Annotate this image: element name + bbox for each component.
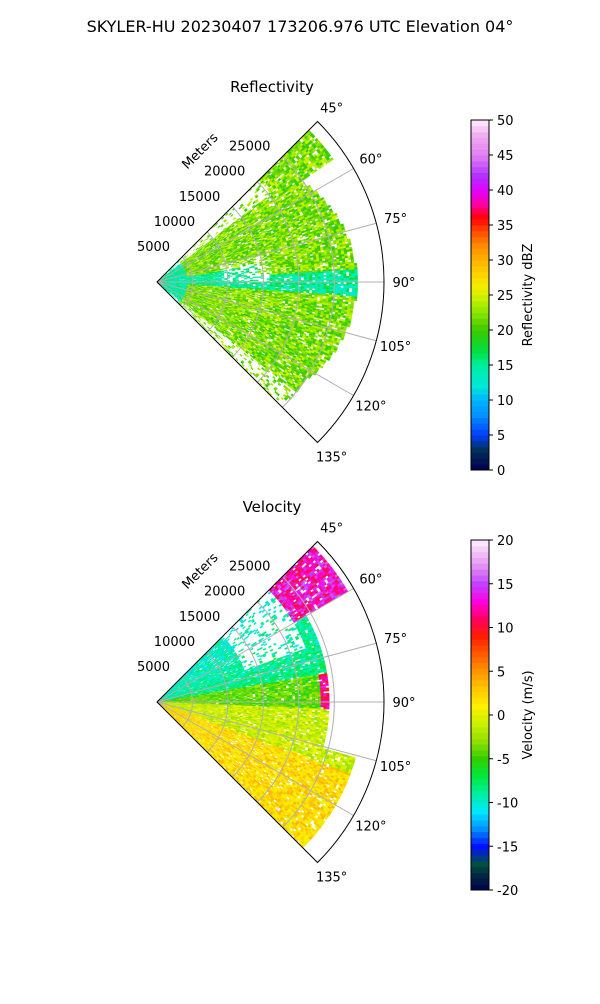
velocity-azimuth-tick-label: 90° bbox=[392, 696, 415, 711]
reflectivity-azimuth-tick-label: 45° bbox=[320, 101, 343, 116]
reflectivity-azimuth-line bbox=[156, 222, 377, 283]
reflectivity-colorbar-tick-label: 0 bbox=[497, 464, 505, 479]
reflectivity-colorbar-tick-label: 15 bbox=[497, 359, 514, 374]
velocity-field bbox=[158, 545, 356, 849]
reflectivity-colorbar-tick-label: 35 bbox=[497, 219, 514, 234]
reflectivity-range-tick-label: 5000 bbox=[137, 240, 170, 255]
velocity-range-tick-label: 20000 bbox=[204, 585, 245, 600]
reflectivity-azimuth-line bbox=[156, 281, 354, 396]
velocity-colorbar-tick-label: 20 bbox=[497, 534, 514, 549]
velocity-axes-frame bbox=[156, 540, 385, 864]
velocity-azimuth-tick-label: 45° bbox=[320, 521, 343, 536]
reflectivity-colorbar-tick-label: 50 bbox=[497, 114, 514, 129]
reflectivity-colorbar: 0 5 10 15 20 25 30 35 40 45 50 Reflectivity dBZ bbox=[470, 114, 536, 479]
velocity-colorbar-tick-label: 10 bbox=[497, 622, 514, 637]
reflectivity-azimuth-tick-label: 105° bbox=[380, 340, 411, 355]
velocity-azimuth-line bbox=[156, 701, 354, 816]
figure-title: SKYLER-HU 20230407 173206.976 UTC Elevat… bbox=[87, 17, 514, 36]
reflectivity-colorbar-tick-label: 40 bbox=[497, 184, 514, 199]
reflectivity-grid bbox=[156, 156, 384, 408]
velocity-grid bbox=[156, 576, 384, 828]
reflectivity-colorbar-tick-label: 45 bbox=[497, 149, 514, 164]
reflectivity-panel: Reflectivity45°60°75°90°105°120°135°5000… bbox=[137, 78, 536, 479]
velocity-azimuth-tick-label: 60° bbox=[359, 573, 382, 588]
velocity-title: Velocity bbox=[243, 498, 302, 516]
reflectivity-range-tick-label: 25000 bbox=[229, 140, 270, 155]
reflectivity-azimuth-tick-label: 60° bbox=[359, 153, 382, 168]
velocity-colorbar-tick-label: 0 bbox=[497, 709, 505, 724]
velocity-colorbar-tick-label: -20 bbox=[497, 884, 518, 899]
velocity-range-tick-label: 15000 bbox=[179, 610, 220, 625]
reflectivity-title: Reflectivity bbox=[230, 78, 314, 96]
velocity-colorbar-tick-label: -10 bbox=[497, 797, 518, 812]
reflectivity-range-tick-label: 10000 bbox=[154, 215, 195, 230]
reflectivity-azimuth-line bbox=[156, 168, 354, 283]
reflectivity-colorbar-tick-label: 30 bbox=[497, 254, 514, 269]
reflectivity-colorbar-label: Reflectivity dBZ bbox=[521, 244, 536, 347]
reflectivity-azimuth-tick-label: 90° bbox=[392, 276, 415, 291]
reflectivity-colorbar-tick-label: 10 bbox=[497, 394, 514, 409]
velocity-colorbar: -20 -15 -10 -5 0 5 10 15 20 Velocity (m/s) bbox=[470, 534, 536, 899]
velocity-panel: Velocity 45° 60° 75° 90° 105° 120° 135° 5000 1000… bbox=[137, 498, 536, 899]
velocity-azimuth-line bbox=[156, 588, 354, 703]
reflectivity-azimuth-line bbox=[156, 281, 377, 342]
velocity-range-tick-label: 10000 bbox=[154, 635, 195, 650]
reflectivity-colorbar-tick-label: 25 bbox=[497, 289, 514, 304]
velocity-azimuth-line bbox=[156, 701, 377, 762]
velocity-colorbar-tick-label: -15 bbox=[497, 840, 518, 855]
velocity-azimuth-tick-label: 105° bbox=[380, 760, 411, 775]
velocity-colorbar-tick-label: 15 bbox=[497, 578, 514, 593]
reflectivity-field bbox=[158, 129, 358, 401]
velocity-colorbar-label: Velocity (m/s) bbox=[521, 670, 536, 759]
reflectivity-axes-frame bbox=[156, 120, 385, 444]
velocity-azimuth-tick-label: 135° bbox=[316, 871, 347, 886]
velocity-azimuth-tick-label: 75° bbox=[384, 632, 407, 647]
reflectivity-range-tick-label: 15000 bbox=[179, 190, 220, 205]
velocity-azimuth-line bbox=[156, 642, 377, 703]
reflectivity-colorbar-tick-label: 5 bbox=[497, 429, 505, 444]
velocity-range-tick-label: 5000 bbox=[137, 660, 170, 675]
velocity-azimuth-tick-label: 120° bbox=[355, 820, 386, 835]
reflectivity-colorbar-tick-label: 20 bbox=[497, 324, 514, 339]
velocity-colorbar-tick-label: 5 bbox=[497, 665, 505, 680]
velocity-colorbar-tick-label: -5 bbox=[497, 753, 510, 768]
reflectivity-azimuth-tick-label: 120° bbox=[355, 400, 386, 415]
reflectivity-azimuth-tick-label: 75° bbox=[384, 212, 407, 227]
reflectivity-azimuth-tick-label: 135° bbox=[316, 451, 347, 466]
velocity-range-tick-label: 25000 bbox=[229, 560, 270, 575]
reflectivity-range-tick-label: 20000 bbox=[204, 165, 245, 180]
